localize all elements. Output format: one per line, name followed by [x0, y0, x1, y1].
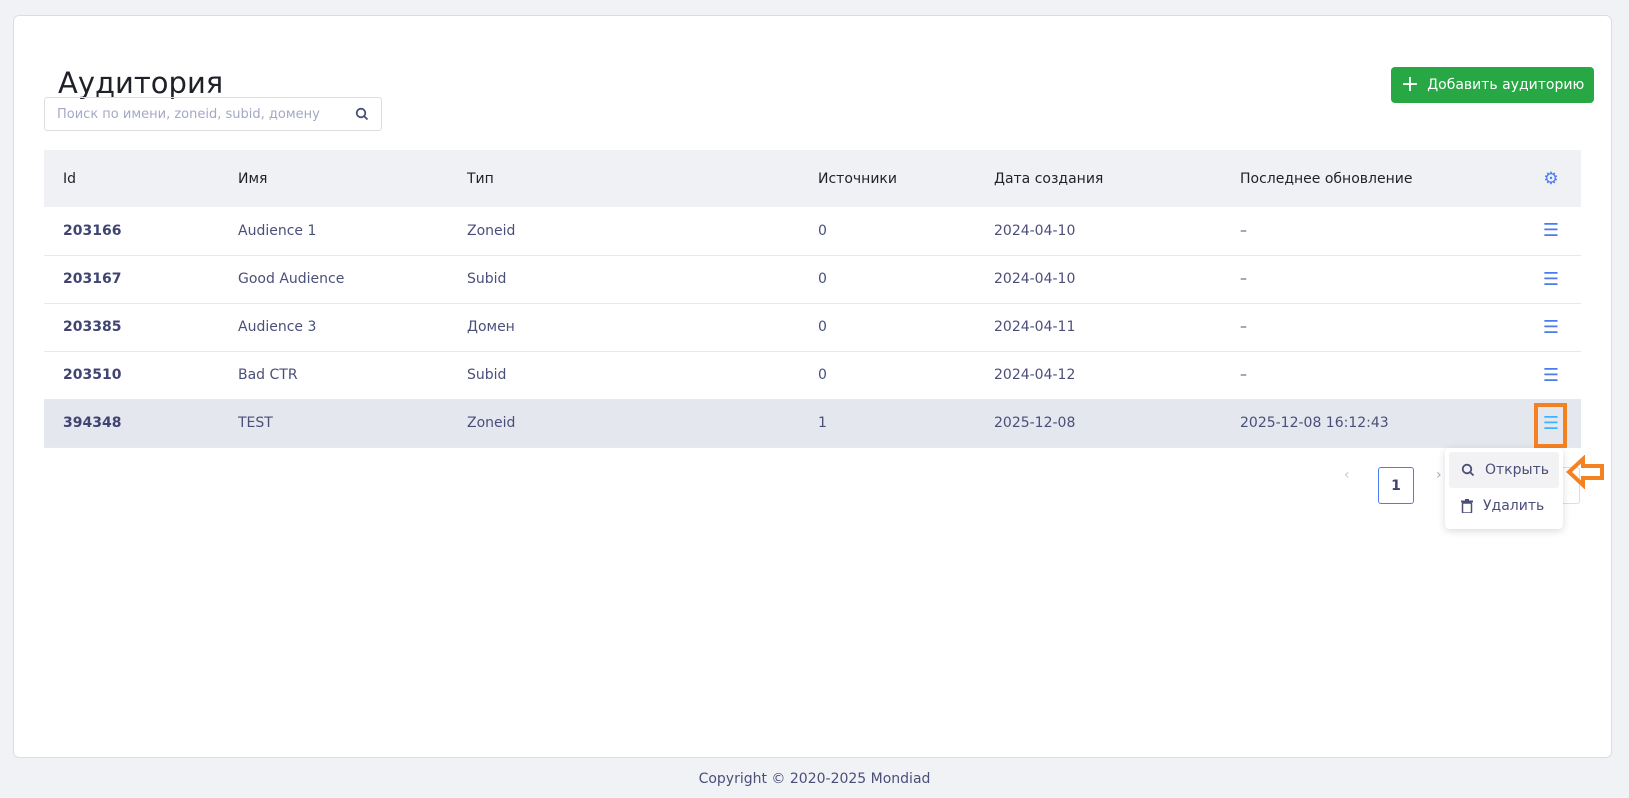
search-icon[interactable] — [355, 107, 369, 121]
cell-id[interactable]: 203166 — [44, 207, 219, 256]
cell-actions: ☰ — [1521, 207, 1581, 256]
menu-item-delete[interactable]: Удалить — [1449, 488, 1559, 524]
pointer-arrow-icon — [1566, 455, 1604, 489]
header-updated[interactable]: Последнее обновление — [1221, 150, 1521, 207]
cell-sources: 1 — [799, 399, 975, 448]
search-field[interactable] — [44, 97, 382, 131]
cell-actions: ☰ — [1521, 399, 1581, 448]
table-row[interactable]: 203385 Audience 3 Домен 0 2024-04-11– ☰ — [44, 303, 1581, 352]
audience-table: Id Имя Тип Источники Дата создания После… — [44, 150, 1581, 448]
cell-actions: ☰ — [1521, 255, 1581, 304]
page-title: Аудитория — [58, 66, 224, 100]
cell-created: 2024-04-12 — [975, 351, 1221, 400]
trash-icon — [1461, 499, 1473, 513]
plus-icon: + — [1400, 72, 1420, 97]
cell-type: Subid — [448, 255, 799, 304]
add-audience-button[interactable]: + Добавить аудиторию — [1391, 67, 1594, 103]
cell-type: Zoneid — [448, 399, 799, 448]
cell-type: Домен — [448, 303, 799, 352]
menu-icon[interactable]: ☰ — [1542, 364, 1560, 386]
cell-name[interactable]: TEST — [219, 399, 448, 448]
row-actions-menu: Открыть Удалить — [1445, 448, 1563, 529]
cell-type: Subid — [448, 351, 799, 400]
search-icon — [1461, 463, 1475, 477]
cell-id[interactable]: 394348 — [44, 399, 219, 448]
cell-name[interactable]: Good Audience — [219, 255, 448, 304]
cell-sources: 0 — [799, 351, 975, 400]
menu-item-open-label: Открыть — [1485, 462, 1549, 478]
header-name[interactable]: Имя — [219, 150, 448, 207]
menu-item-delete-label: Удалить — [1483, 498, 1545, 514]
menu-icon[interactable]: ☰ — [1542, 316, 1560, 338]
page-1-button[interactable]: 1 — [1378, 467, 1414, 504]
cell-updated: 2025-12-08 16:12:43 — [1221, 399, 1521, 448]
footer-copyright: Copyright © 2020-2025 Mondiad — [698, 771, 931, 787]
table-row[interactable]: 394348 TEST Zoneid 1 2025-12-08 2025-12-08 16… — [44, 399, 1581, 448]
cell-id[interactable]: 203510 — [44, 351, 219, 400]
cell-sources: 0 — [799, 255, 975, 304]
cell-id[interactable]: 203385 — [44, 303, 219, 352]
cell-name[interactable]: Bad CTR — [219, 351, 448, 400]
cell-name[interactable]: Audience 3 — [219, 303, 448, 352]
table-row[interactable]: 203166 Audience 1 Zoneid 0 2024-04-10– ☰ — [44, 207, 1581, 256]
menu-icon[interactable]: ☰ — [1542, 268, 1560, 290]
menu-item-open[interactable]: Открыть — [1449, 452, 1559, 488]
header-created[interactable]: Дата создания — [975, 150, 1221, 207]
cell-actions: ☰ — [1521, 303, 1581, 352]
gear-icon[interactable]: ⚙ — [1543, 168, 1559, 189]
cell-created: 2025-12-08 — [975, 399, 1221, 448]
header-type[interactable]: Тип — [448, 150, 799, 207]
table-row[interactable]: 203167 Good Audience Subid 0 2024-04-10– ☰ — [44, 255, 1581, 304]
cell-created: 2024-04-10 — [975, 207, 1221, 256]
cell-id[interactable]: 203167 — [44, 255, 219, 304]
menu-icon[interactable]: ☰ — [1542, 412, 1560, 434]
table-header: Id Имя Тип Источники Дата создания После… — [44, 150, 1581, 207]
cell-updated: – — [1221, 207, 1521, 256]
cell-actions: ☰ — [1521, 351, 1581, 400]
cell-created: 2024-04-11 — [975, 303, 1221, 352]
cell-updated: – — [1221, 351, 1521, 400]
cell-name[interactable]: Audience 1 — [219, 207, 448, 256]
menu-icon[interactable]: ☰ — [1542, 220, 1560, 242]
header-sources[interactable]: Источники — [799, 150, 975, 207]
prev-page-button[interactable]: ‹ — [1344, 467, 1350, 483]
cell-created: 2024-04-10 — [975, 255, 1221, 304]
search-input[interactable] — [57, 106, 355, 122]
cell-updated: – — [1221, 303, 1521, 352]
add-audience-label: Добавить аудиторию — [1427, 77, 1585, 93]
table-row[interactable]: 203510 Bad CTR Subid 0 2024-04-12– ☰ — [44, 351, 1581, 400]
highlight-box — [1534, 403, 1567, 448]
cell-updated: – — [1221, 255, 1521, 304]
cell-sources: 0 — [799, 207, 975, 256]
cell-sources: 0 — [799, 303, 975, 352]
header-id[interactable]: Id — [44, 150, 219, 207]
cell-type: Zoneid — [448, 207, 799, 256]
next-page-button[interactable]: › — [1436, 467, 1442, 483]
